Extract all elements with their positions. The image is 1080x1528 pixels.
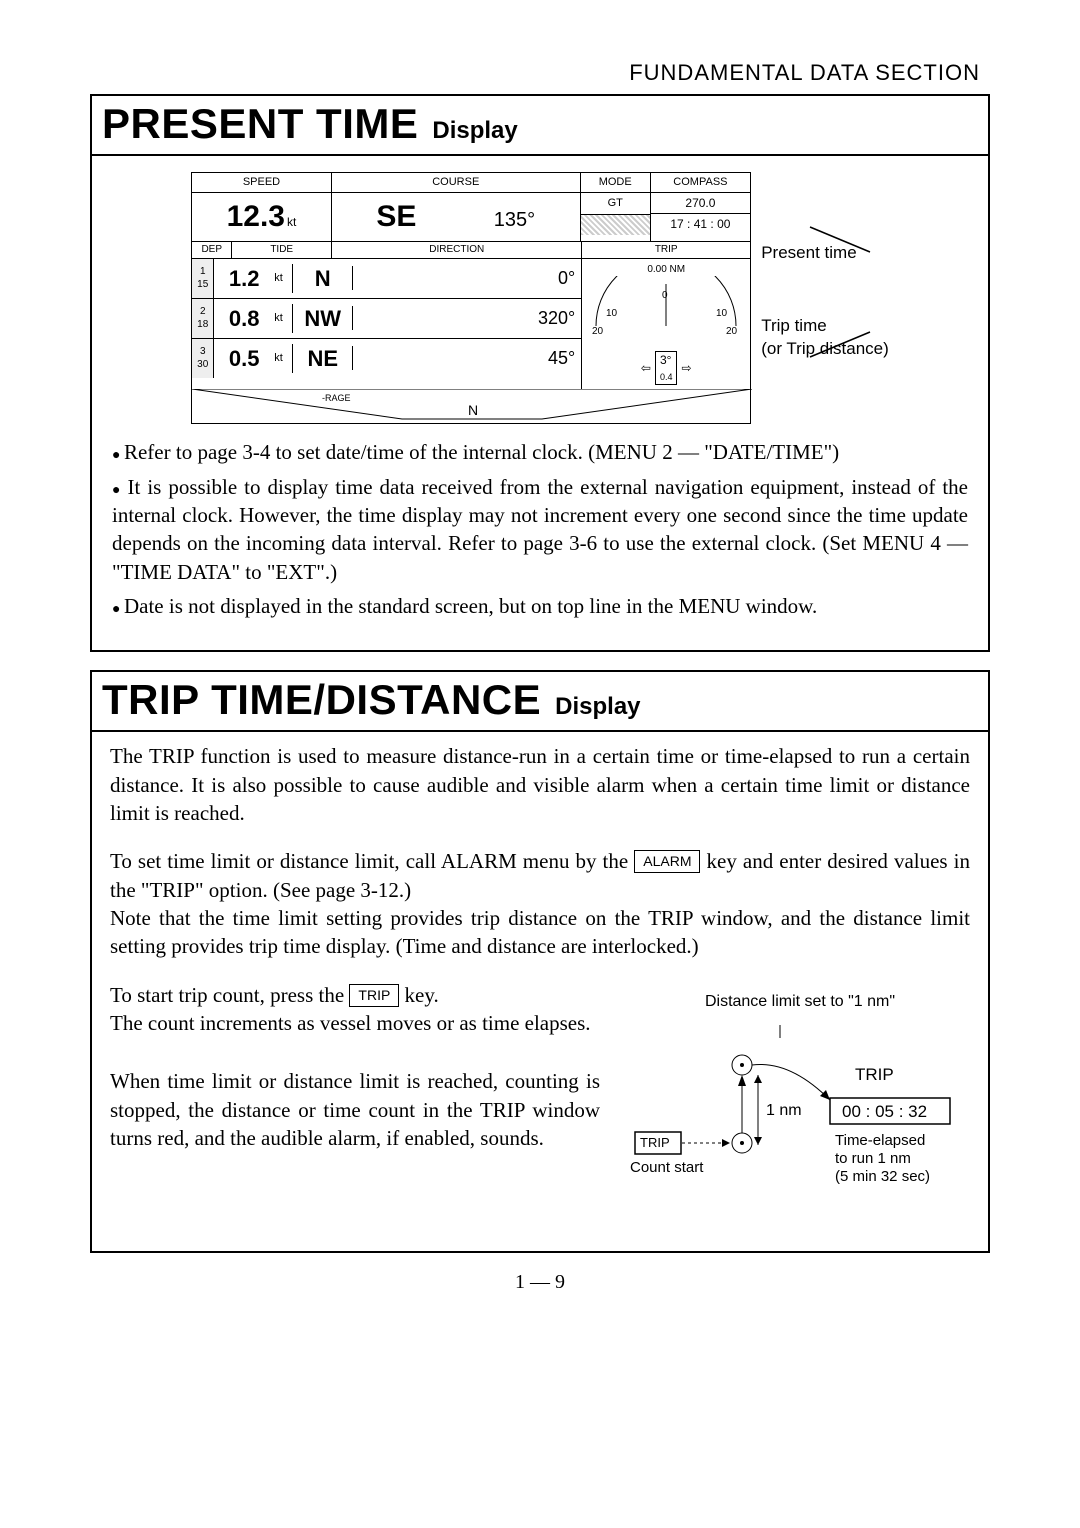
- compass-header: COMPASS: [651, 173, 751, 193]
- section2-title-big: TRIP TIME/DISTANCE: [102, 676, 541, 724]
- tide-dir-3: NE: [292, 344, 352, 374]
- tide-row-2: 218 0.8 kt NW 320°: [192, 299, 581, 339]
- svg-text:20: 20: [726, 326, 738, 337]
- para3-b: key.: [405, 983, 439, 1007]
- footer-n: N: [468, 402, 478, 418]
- callout-column: Present time Trip time (or Trip distance…: [761, 172, 889, 361]
- svg-text:Count start: Count start: [630, 1159, 704, 1176]
- section2-para1: The TRIP function is used to measure dis…: [110, 742, 970, 827]
- trip-right-col: Distance limit set to "1 nm" TRIP Count …: [630, 981, 970, 1227]
- display-panel: SPEED COURSE MODE COMPASS 12.3 kt SE 135…: [191, 172, 751, 424]
- svg-text:to run 1 nm: to run 1 nm: [835, 1150, 911, 1167]
- tide-dep-2: 18: [192, 318, 213, 332]
- section2-para3: To start trip count, press the TRIP key.…: [110, 981, 600, 1038]
- present-time-section: PRESENT TIME Display SPEED COURSE MODE C…: [90, 94, 990, 652]
- section2-para2: To set time limit or distance limit, cal…: [110, 847, 970, 960]
- callout-present-time: Present time: [761, 242, 889, 265]
- speed-header: SPEED: [192, 173, 332, 193]
- arrow-left-icon: ⇦: [641, 360, 651, 376]
- tide-val-2: 0.8: [214, 304, 274, 334]
- time-value: 17 : 41 : 00: [651, 214, 751, 234]
- para2-a: To set time limit or distance limit, cal…: [110, 849, 634, 873]
- tide-idx-2: 2: [192, 305, 213, 319]
- section2-title-row: TRIP TIME/DISTANCE Display: [92, 672, 988, 732]
- trip-gauge-icon: 10 0 10 20 20: [586, 276, 746, 346]
- tide-label: TIDE: [232, 242, 332, 258]
- tide-row-3: 330 0.5 kt NE 45°: [192, 339, 581, 378]
- speed-value: 12.3: [227, 197, 285, 238]
- tide-dep-3: 30: [192, 358, 213, 372]
- tide-dir-2: NW: [292, 304, 352, 334]
- bullet-2: It is possible to display time data rece…: [112, 473, 968, 586]
- trip-diagram-svg: TRIP Count start 1 nm: [630, 1020, 970, 1220]
- display-footer-svg: -RAGE N: [192, 389, 752, 423]
- tide-deg-1: 0°: [352, 266, 581, 290]
- svg-text:0: 0: [662, 290, 668, 301]
- callout-trip-time-line2: (or Trip distance): [761, 338, 889, 361]
- tide-unit-1: kt: [274, 271, 292, 286]
- direction-label: DIRECTION: [332, 242, 582, 258]
- para3-a: To start trip count, press the: [110, 983, 349, 1007]
- course-header: COURSE: [332, 173, 581, 193]
- svg-text:10: 10: [716, 308, 728, 319]
- trip-sublabel: TRIP: [582, 242, 750, 258]
- arrow-right-icon: ⇨: [681, 360, 691, 376]
- dep-label: DEP: [192, 242, 232, 258]
- section2-title-small: Display: [555, 693, 640, 721]
- trip-diagram-wrap: To start trip count, press the TRIP key.…: [110, 981, 970, 1227]
- svg-text:Time-elapsed: Time-elapsed: [835, 1132, 925, 1149]
- trip-drift: 0.4: [660, 372, 673, 382]
- para3-c: The count increments as vessel moves or …: [110, 1011, 591, 1035]
- tide-unit-3: kt: [274, 351, 292, 366]
- tide-idx-3: 3: [192, 345, 213, 359]
- alarm-key: ALARM: [634, 850, 700, 873]
- mode-value: GT: [581, 193, 650, 215]
- section1-title-row: PRESENT TIME Display: [92, 96, 988, 156]
- trip-time-distance-section: TRIP TIME/DISTANCE Display The TRIP func…: [90, 670, 990, 1253]
- diagram-time-value: 00 : 05 : 32: [842, 1102, 927, 1121]
- para2-note: Note that the time limit setting provide…: [110, 906, 970, 958]
- diagram-header: Distance limit set to "1 nm": [630, 991, 970, 1013]
- footer-age: -RAGE: [322, 393, 351, 403]
- svg-text:20: 20: [592, 326, 604, 337]
- section1-bullets: Refer to page 3-4 to set date/time of th…: [110, 438, 970, 620]
- trip-left-col: To start trip count, press the TRIP key.…: [110, 981, 600, 1173]
- svg-text:TRIP: TRIP: [640, 1135, 670, 1150]
- trip-key: TRIP: [349, 984, 399, 1007]
- tide-val-1: 1.2: [214, 264, 274, 294]
- section2-para4: When time limit or distance limit is rea…: [110, 1067, 600, 1152]
- section2-body: The TRIP function is used to measure dis…: [92, 732, 988, 1251]
- svg-text:(5 min 32 sec): (5 min 32 sec): [835, 1168, 930, 1185]
- tide-dir-1: N: [292, 264, 352, 294]
- callout-trip-time-line1: Trip time: [761, 315, 889, 338]
- page-header: FUNDAMENTAL DATA SECTION: [90, 60, 990, 86]
- callout-trip-time: Trip time (or Trip distance): [761, 315, 889, 361]
- section1-body: SPEED COURSE MODE COMPASS 12.3 kt SE 135…: [92, 156, 988, 650]
- section1-title-big: PRESENT TIME: [102, 100, 418, 148]
- mode-header: MODE: [581, 173, 651, 193]
- tide-dep-1: 15: [192, 278, 213, 292]
- page-number: 1 — 9: [90, 1271, 990, 1294]
- tide-val-3: 0.5: [214, 344, 274, 374]
- bullet-1: Refer to page 3-4 to set date/time of th…: [112, 438, 968, 466]
- tide-row-1: 115 1.2 kt N 0°: [192, 259, 581, 299]
- trip-angle: 3°: [660, 353, 671, 367]
- svg-text:TRIP: TRIP: [855, 1065, 894, 1084]
- bullet-3: Date is not displayed in the standard sc…: [112, 592, 968, 620]
- course-deg: 135°: [494, 207, 535, 234]
- trip-nm: 0.00 NM: [586, 263, 746, 277]
- tide-idx-1: 1: [192, 265, 213, 279]
- svg-text:1 nm: 1 nm: [766, 1102, 802, 1119]
- tide-deg-3: 45°: [352, 346, 581, 370]
- course-dir: SE: [376, 197, 416, 238]
- display-wrap: SPEED COURSE MODE COMPASS 12.3 kt SE 135…: [110, 172, 970, 424]
- tide-unit-2: kt: [274, 311, 292, 326]
- speed-unit: kt: [287, 214, 296, 230]
- section1-title-small: Display: [432, 117, 517, 145]
- svg-text:10: 10: [606, 308, 618, 319]
- compass-value: 270.0: [651, 193, 751, 214]
- tide-deg-2: 320°: [352, 306, 581, 330]
